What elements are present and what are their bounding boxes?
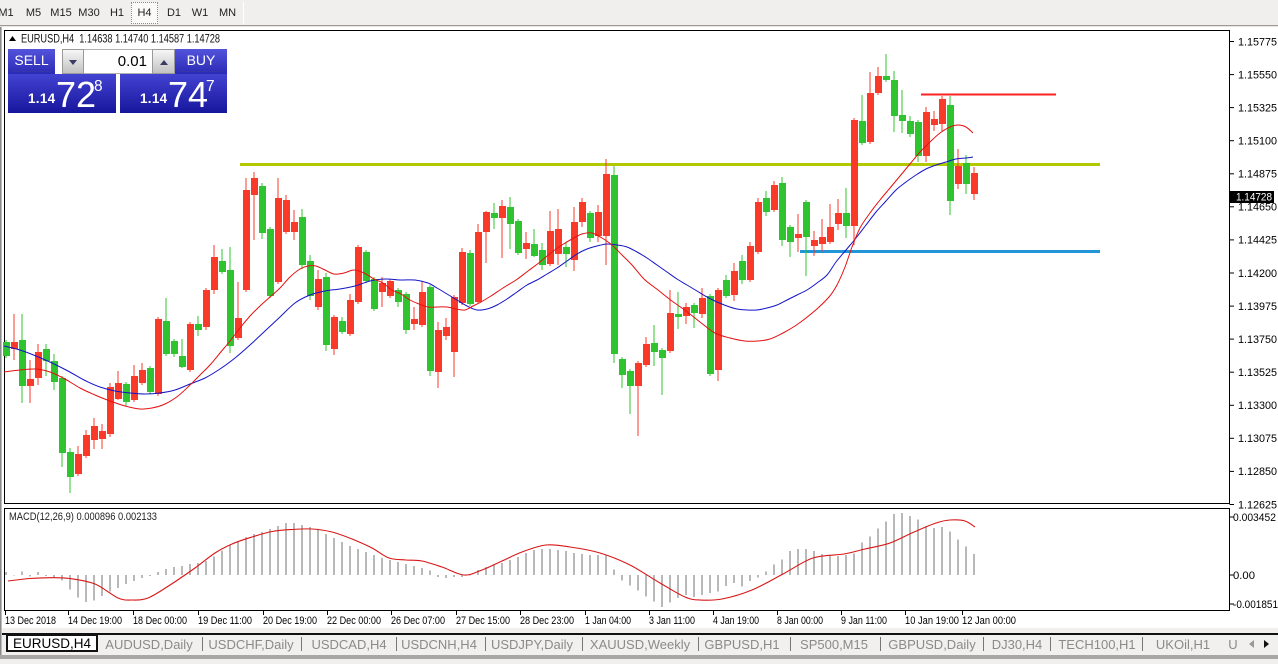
svg-text:27 Dec 15:00: 27 Dec 15:00: [456, 615, 510, 627]
svg-text:1.15550: 1.15550: [1238, 69, 1277, 81]
svg-text:1.12625: 1.12625: [1238, 499, 1277, 511]
svg-text:1.13525: 1.13525: [1238, 367, 1277, 379]
svg-text:22 Dec 00:00: 22 Dec 00:00: [327, 615, 381, 627]
svg-text:18 Dec 00:00: 18 Dec 00:00: [133, 615, 187, 627]
svg-text:19 Dec 11:00: 19 Dec 11:00: [198, 615, 252, 627]
svg-text:MACD(12,26,9) 0.000896 0.00213: MACD(12,26,9) 0.000896 0.002133: [9, 511, 157, 523]
svg-text:1.15775: 1.15775: [1238, 36, 1277, 48]
svg-text:1.14875: 1.14875: [1238, 169, 1277, 181]
svg-text:13 Dec 2018: 13 Dec 2018: [5, 615, 56, 627]
svg-text:1.14728: 1.14728: [1236, 192, 1272, 204]
svg-text:1 Jan 04:00: 1 Jan 04:00: [585, 615, 631, 627]
svg-text:1.14200: 1.14200: [1238, 268, 1277, 280]
svg-text:1.15100: 1.15100: [1238, 136, 1277, 148]
svg-text:1.12850: 1.12850: [1238, 466, 1277, 478]
svg-text:0.003452: 0.003452: [1233, 512, 1276, 524]
svg-text:9 Jan 11:00: 9 Jan 11:00: [841, 615, 887, 627]
svg-text:1.15325: 1.15325: [1238, 102, 1277, 114]
svg-text:1.13075: 1.13075: [1238, 433, 1277, 445]
svg-text:3 Jan 11:00: 3 Jan 11:00: [649, 615, 695, 627]
svg-text:26 Dec 07:00: 26 Dec 07:00: [391, 615, 445, 627]
svg-text:28 Dec 23:00: 28 Dec 23:00: [520, 615, 574, 627]
svg-text:1.14425: 1.14425: [1238, 235, 1277, 247]
svg-text:-0.001851: -0.001851: [1233, 599, 1278, 611]
svg-text:20 Dec 19:00: 20 Dec 19:00: [263, 615, 317, 627]
svg-text:14 Dec 19:00: 14 Dec 19:00: [68, 615, 122, 627]
svg-text:8 Jan 00:00: 8 Jan 00:00: [777, 615, 823, 627]
svg-text:EURUSD,H4 1.14638 1.14740 1.1: EURUSD,H4 1.14638 1.14740 1.14587 1.1472…: [21, 34, 220, 46]
svg-text:1.13975: 1.13975: [1238, 301, 1277, 313]
svg-text:1.13300: 1.13300: [1238, 400, 1277, 412]
svg-text:0.00: 0.00: [1233, 570, 1255, 582]
svg-text:4 Jan 19:00: 4 Jan 19:00: [713, 615, 759, 627]
svg-text:12 Jan 00:00: 12 Jan 00:00: [962, 615, 1016, 627]
svg-text:1.14650: 1.14650: [1238, 202, 1277, 214]
svg-text:10 Jan 19:00: 10 Jan 19:00: [905, 615, 959, 627]
svg-text:1.13750: 1.13750: [1238, 334, 1277, 346]
